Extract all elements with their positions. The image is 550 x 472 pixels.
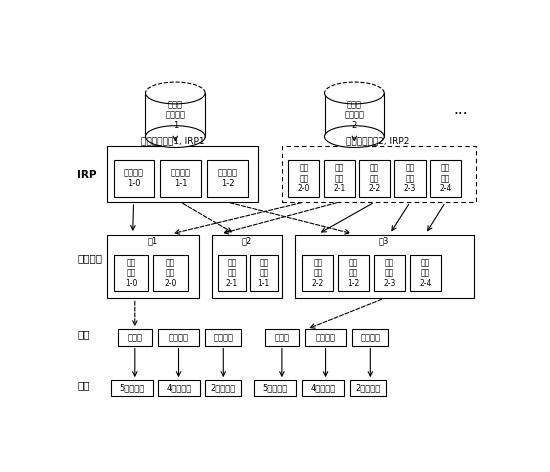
FancyBboxPatch shape	[207, 160, 248, 196]
Text: 数据
交易
2-4: 数据 交易 2-4	[439, 163, 452, 194]
FancyBboxPatch shape	[302, 380, 344, 396]
FancyBboxPatch shape	[282, 146, 476, 202]
FancyBboxPatch shape	[158, 329, 199, 346]
Text: 字段: 字段	[77, 380, 90, 390]
FancyBboxPatch shape	[153, 255, 188, 291]
FancyBboxPatch shape	[250, 255, 278, 291]
Text: 数据交易
1-0: 数据交易 1-0	[124, 169, 144, 188]
FancyBboxPatch shape	[305, 329, 346, 346]
FancyBboxPatch shape	[118, 329, 152, 346]
FancyBboxPatch shape	[338, 255, 369, 291]
Text: 数据
交易
2-1: 数据 交易 2-1	[333, 163, 345, 194]
Text: 2个数据域: 2个数据域	[211, 384, 236, 393]
Text: 数据交易
1-2: 数据交易 1-2	[218, 169, 238, 188]
Text: 数据交易
1-1: 数据交易 1-1	[170, 169, 191, 188]
FancyBboxPatch shape	[107, 146, 258, 202]
FancyBboxPatch shape	[288, 160, 320, 196]
Text: 帧2: 帧2	[241, 237, 252, 246]
Ellipse shape	[324, 82, 384, 104]
Text: 握手封包: 握手封包	[213, 333, 233, 342]
Text: 数据
交易
2-2: 数据 交易 2-2	[368, 163, 381, 194]
Text: 数据交易: 数据交易	[77, 253, 102, 263]
Text: 5个数据域: 5个数据域	[120, 384, 145, 393]
Text: 4个数据域: 4个数据域	[311, 384, 336, 393]
Text: 令牌包: 令牌包	[274, 333, 289, 342]
FancyBboxPatch shape	[265, 329, 299, 346]
FancyBboxPatch shape	[158, 380, 200, 396]
Text: 握手封包: 握手封包	[360, 333, 380, 342]
Ellipse shape	[324, 126, 384, 147]
Text: 数据
交易
1-0: 数据 交易 1-0	[125, 258, 137, 288]
FancyBboxPatch shape	[410, 255, 441, 291]
Text: 4个数据域: 4个数据域	[167, 384, 192, 393]
Ellipse shape	[145, 126, 205, 147]
Text: 封包: 封包	[77, 329, 90, 340]
Text: 帧3: 帧3	[379, 237, 389, 246]
FancyBboxPatch shape	[113, 160, 154, 196]
Text: IRP: IRP	[77, 170, 97, 180]
FancyBboxPatch shape	[205, 380, 241, 396]
Polygon shape	[324, 93, 384, 136]
Text: 2个数据域: 2个数据域	[355, 384, 381, 393]
Text: 数据
交易
2-3: 数据 交易 2-3	[383, 258, 395, 288]
FancyBboxPatch shape	[218, 255, 246, 291]
Text: 数据
交易
1-2: 数据 交易 1-2	[348, 258, 360, 288]
Polygon shape	[145, 93, 205, 136]
FancyBboxPatch shape	[161, 160, 201, 196]
Text: 数据
交易
2-3: 数据 交易 2-3	[404, 163, 416, 194]
Text: 数据
交易
2-4: 数据 交易 2-4	[419, 258, 432, 288]
FancyBboxPatch shape	[350, 380, 386, 396]
FancyBboxPatch shape	[323, 160, 355, 196]
FancyBboxPatch shape	[205, 329, 241, 346]
Text: 数据封包: 数据封包	[168, 333, 189, 342]
Text: 数据封包: 数据封包	[316, 333, 336, 342]
Text: 输入要求封包1, IRP1: 输入要求封包1, IRP1	[141, 137, 205, 146]
Text: 5个数据域: 5个数据域	[262, 384, 288, 393]
FancyBboxPatch shape	[352, 329, 388, 346]
Text: 用户端
驱动程序
2: 用户端 驱动程序 2	[344, 100, 364, 130]
FancyBboxPatch shape	[394, 160, 426, 196]
Text: 帧1: 帧1	[148, 237, 158, 246]
FancyBboxPatch shape	[254, 380, 296, 396]
Text: 用户端
驱动程序
1: 用户端 驱动程序 1	[166, 100, 185, 130]
FancyBboxPatch shape	[107, 235, 199, 298]
FancyBboxPatch shape	[111, 380, 153, 396]
Text: 数据
交易
2-1: 数据 交易 2-1	[226, 258, 238, 288]
FancyBboxPatch shape	[295, 235, 474, 298]
FancyBboxPatch shape	[113, 255, 148, 291]
Ellipse shape	[145, 82, 205, 104]
Text: 数据
交易
2-0: 数据 交易 2-0	[164, 258, 177, 288]
FancyBboxPatch shape	[212, 235, 282, 298]
FancyBboxPatch shape	[302, 255, 333, 291]
Text: 数据
交易
2-2: 数据 交易 2-2	[312, 258, 324, 288]
Text: ···: ···	[454, 107, 468, 122]
FancyBboxPatch shape	[430, 160, 461, 196]
Text: 数据
交易
1-1: 数据 交易 1-1	[257, 258, 270, 288]
FancyBboxPatch shape	[359, 160, 390, 196]
Text: 令牌包: 令牌包	[127, 333, 142, 342]
Text: 输入要求封包2, IRP2: 输入要求封包2, IRP2	[346, 137, 409, 146]
Text: 数据
交易
2-0: 数据 交易 2-0	[298, 163, 310, 194]
FancyBboxPatch shape	[374, 255, 405, 291]
